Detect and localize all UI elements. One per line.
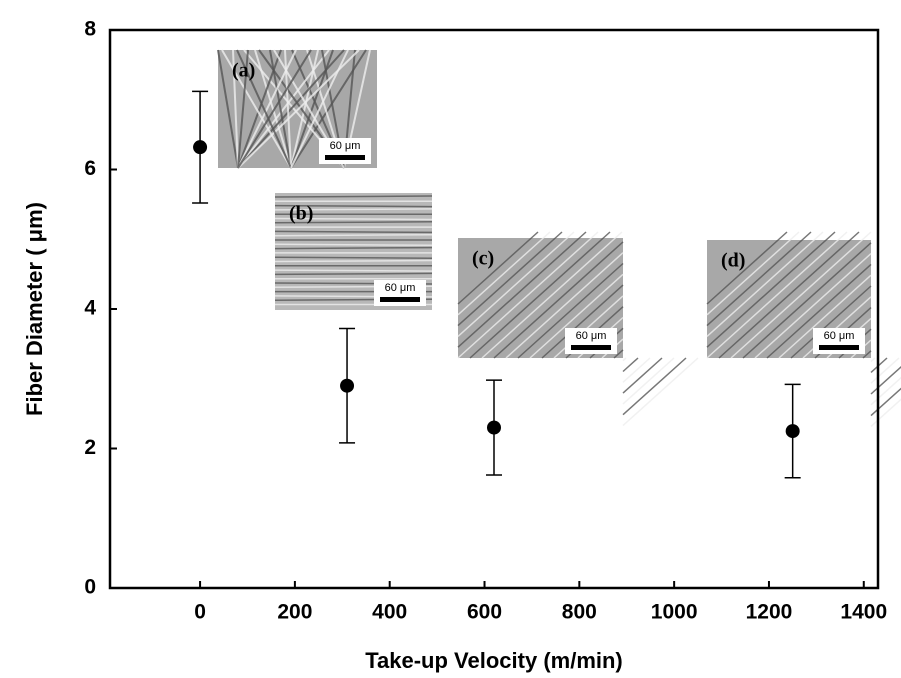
inset-texture bbox=[457, 231, 575, 337]
x-tick-label: 1200 bbox=[746, 601, 793, 624]
inset-texture bbox=[541, 284, 624, 359]
inset-texture bbox=[706, 231, 788, 305]
inset-texture bbox=[274, 259, 433, 263]
inset-texture bbox=[274, 243, 433, 247]
inset-texture bbox=[274, 272, 433, 276]
inset-texture bbox=[457, 231, 551, 316]
inset-texture bbox=[274, 195, 433, 198]
data-point bbox=[340, 378, 355, 393]
y-tick-label: 0 bbox=[84, 576, 96, 599]
inset-texture bbox=[706, 231, 800, 316]
inset-texture bbox=[274, 256, 433, 259]
inset-texture bbox=[778, 274, 872, 359]
inset-texture bbox=[706, 231, 848, 359]
inset-texture bbox=[622, 357, 639, 373]
inset-texture bbox=[274, 246, 433, 250]
inset-texture bbox=[790, 285, 872, 359]
inset-texture bbox=[622, 357, 699, 427]
inset-texture bbox=[274, 230, 433, 234]
inset-texture bbox=[870, 387, 901, 417]
y-tick-label: 4 bbox=[84, 297, 96, 320]
y-tick-label: 8 bbox=[84, 18, 96, 41]
x-tick-label: 600 bbox=[467, 601, 502, 624]
inset-label: (a) bbox=[232, 60, 255, 82]
inset-texture bbox=[706, 231, 812, 327]
x-tick-label: 400 bbox=[372, 601, 407, 624]
inset-texture bbox=[622, 357, 687, 416]
inset-label: (b) bbox=[289, 203, 313, 225]
inset-texture bbox=[870, 365, 901, 395]
inset-texture bbox=[290, 49, 349, 169]
scale-bar bbox=[819, 345, 859, 350]
inset-texture bbox=[622, 357, 627, 362]
inset-texture bbox=[493, 241, 624, 359]
inset-texture bbox=[469, 231, 611, 359]
inset-texture bbox=[274, 204, 433, 208]
inset-texture bbox=[870, 357, 900, 384]
inset-texture bbox=[457, 231, 539, 305]
x-axis-label: Take-up Velocity (m/min) bbox=[365, 648, 623, 673]
inset-texture bbox=[742, 242, 872, 359]
inset-texture bbox=[221, 49, 292, 169]
inset-texture bbox=[622, 357, 675, 405]
data-point bbox=[487, 420, 501, 435]
inset-texture bbox=[718, 231, 860, 359]
inset-scale: 60 μm bbox=[576, 330, 607, 342]
inset-texture bbox=[237, 49, 312, 169]
inset-texture bbox=[481, 231, 623, 359]
inset-texture bbox=[274, 221, 433, 224]
inset-texture bbox=[730, 231, 872, 359]
y-tick-label: 6 bbox=[84, 157, 96, 180]
inset-texture bbox=[274, 217, 433, 221]
inset-texture bbox=[457, 231, 587, 348]
inset-texture bbox=[706, 231, 824, 337]
inset-texture bbox=[870, 376, 901, 406]
data-point bbox=[785, 424, 800, 439]
x-tick-label: 800 bbox=[562, 601, 597, 624]
inset-scale: 60 μm bbox=[330, 140, 361, 152]
x-tick-label: 1400 bbox=[840, 601, 887, 624]
inset-texture bbox=[236, 49, 292, 169]
inset-texture bbox=[517, 262, 624, 359]
scale-bar bbox=[325, 155, 365, 160]
inset-texture bbox=[622, 357, 663, 394]
x-tick-label: 0 bbox=[194, 601, 206, 624]
inset-texture bbox=[622, 357, 651, 383]
x-tick-label: 1000 bbox=[651, 601, 698, 624]
inset-texture bbox=[274, 233, 433, 237]
inset-texture bbox=[274, 269, 433, 272]
x-tick-label: 200 bbox=[277, 601, 312, 624]
inset-texture bbox=[457, 231, 563, 327]
inset-texture bbox=[529, 273, 624, 359]
y-axis-label: Fiber Diameter ( μm) bbox=[22, 202, 47, 416]
inset-texture bbox=[862, 350, 872, 359]
inset-texture bbox=[505, 252, 624, 359]
data-point bbox=[193, 140, 208, 155]
inset-label: (d) bbox=[721, 250, 745, 272]
inset-texture bbox=[613, 349, 624, 359]
inset-scale: 60 μm bbox=[385, 282, 416, 294]
inset-scale: 60 μm bbox=[824, 330, 855, 342]
inset-texture bbox=[706, 231, 836, 348]
inset-texture bbox=[274, 208, 433, 211]
inset-texture bbox=[870, 357, 876, 363]
inset-texture bbox=[457, 231, 599, 359]
scale-bar bbox=[571, 345, 611, 350]
inset-texture bbox=[754, 253, 872, 359]
scale-bar bbox=[380, 297, 420, 302]
inset-texture bbox=[870, 398, 901, 427]
inset-label: (c) bbox=[472, 248, 494, 270]
inset-texture bbox=[766, 263, 872, 359]
inset-texture bbox=[217, 49, 239, 169]
y-tick-label: 2 bbox=[84, 436, 96, 459]
